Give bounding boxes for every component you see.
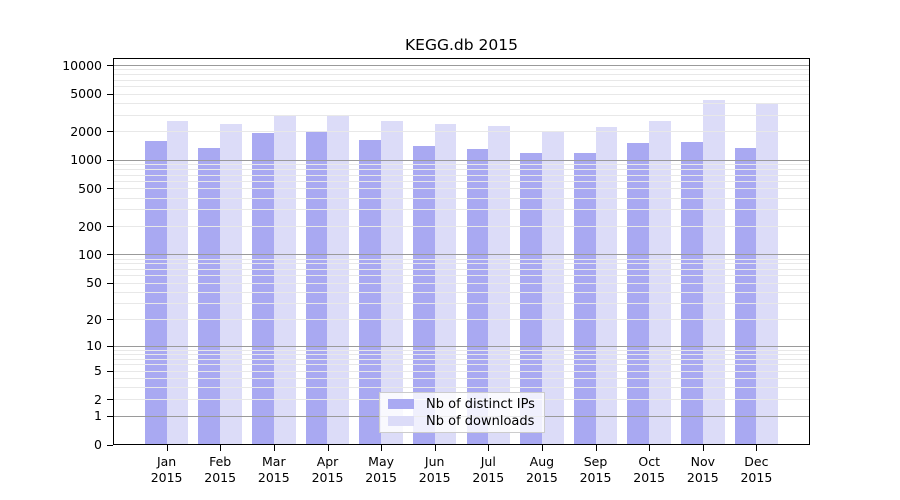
legend-label: Nb of distinct IPs: [426, 396, 535, 412]
y-axis-tick-label: 20: [86, 311, 102, 327]
bar-distinct-ips-mar: [252, 133, 274, 445]
x-tick-mar: [273, 444, 275, 451]
bar-distinct-ips-dec: [734, 148, 757, 445]
y-axis-tick-label: 1: [94, 408, 102, 424]
legend-swatch-distinct-ips: [388, 399, 414, 409]
x-tick-oct: [649, 444, 651, 451]
y-tick-500: [107, 188, 113, 190]
y-tick-1000: [107, 159, 113, 161]
bar-downloads-jan: [166, 121, 189, 445]
y-tick-2000: [107, 131, 113, 133]
bar-distinct-ips-feb: [198, 147, 221, 445]
y-axis-tick-label: 200: [78, 218, 102, 234]
x-axis-tick-label: Apr 2015: [311, 453, 344, 486]
y-axis-tick-label: 2000: [70, 123, 102, 139]
x-tick-dec: [756, 444, 758, 451]
x-axis-tick-label: Jul 2015: [472, 453, 505, 486]
legend-item: Nb of distinct IPs: [386, 396, 538, 412]
bar-distinct-ips-oct: [627, 142, 650, 445]
legend-item: Nb of downloads: [386, 413, 538, 429]
minor-gridline-6000: [113, 86, 810, 88]
x-axis-tick-label: Dec 2015: [740, 453, 773, 486]
x-tick-sep: [595, 444, 597, 451]
y-axis-tick-label: 5: [94, 363, 102, 379]
x-tick-jul: [488, 444, 490, 451]
y-axis-tick-label: 5000: [70, 86, 102, 102]
major-gridline-10000: [113, 65, 810, 66]
y-tick-0: [107, 444, 113, 446]
x-axis-tick-label: Feb 2015: [204, 453, 237, 486]
x-tick-apr: [327, 444, 329, 451]
minor-gridline-5000: [113, 93, 810, 95]
bar-downloads-mar: [273, 115, 296, 445]
bar-downloads-feb: [220, 124, 243, 445]
bar-distinct-ips-may: [359, 139, 382, 445]
x-tick-jan: [166, 444, 168, 451]
y-tick-200: [107, 226, 113, 227]
y-tick-50: [107, 282, 113, 284]
y-tick-5000: [107, 93, 113, 95]
x-tick-jun: [434, 444, 436, 451]
y-tick-2: [107, 399, 113, 401]
x-axis-tick-label: Jan 2015: [150, 453, 183, 486]
y-tick-100: [107, 254, 113, 256]
bar-distinct-ips-nov: [680, 142, 703, 445]
bar-downloads-aug: [541, 130, 564, 445]
x-axis-tick-label: Mar 2015: [257, 453, 290, 486]
x-tick-feb: [220, 444, 222, 451]
bar-distinct-ips-jun: [412, 146, 435, 445]
y-axis-tick-label: 1000: [70, 152, 102, 168]
x-axis-tick-label: Jun 2015: [418, 453, 451, 486]
y-tick-10: [107, 345, 113, 347]
bar-downloads-nov: [702, 99, 725, 445]
y-axis-tick-label: 100: [78, 246, 102, 262]
bar-distinct-ips-apr: [305, 132, 328, 445]
bar-downloads-oct: [649, 120, 671, 445]
bar-distinct-ips-jan: [144, 140, 167, 445]
bar-downloads-sep: [595, 127, 618, 445]
bar-downloads-dec: [756, 104, 779, 445]
bar-distinct-ips-sep: [573, 153, 596, 445]
minor-gridline-9000: [113, 69, 810, 71]
legend: Nb of distinct IPs Nb of downloads: [379, 392, 545, 433]
y-axis-tick-label: 10: [86, 338, 102, 354]
minor-gridline-8000: [113, 74, 810, 76]
y-tick-1: [107, 415, 113, 417]
x-tick-nov: [702, 444, 704, 451]
y-axis-tick-label: 500: [78, 180, 102, 196]
y-tick-5: [107, 370, 113, 372]
x-axis-tick-label: Oct 2015: [633, 453, 666, 486]
y-axis-tick-label: 10000: [62, 57, 102, 73]
bar-downloads-apr: [327, 115, 350, 445]
x-tick-may: [381, 444, 383, 451]
x-axis-tick-label: Sep 2015: [579, 453, 612, 486]
legend-swatch-downloads: [388, 416, 414, 426]
y-tick-10000: [107, 65, 113, 66]
minor-gridline-7000: [113, 79, 810, 81]
x-axis-tick-label: Nov 2015: [686, 453, 719, 486]
x-tick-aug: [541, 444, 543, 451]
y-axis-tick-label: 2: [94, 391, 102, 407]
legend-label: Nb of downloads: [426, 413, 535, 429]
x-axis-tick-label: Aug 2015: [525, 453, 558, 486]
y-axis-tick-label: 50: [86, 275, 102, 290]
y-tick-20: [107, 319, 113, 321]
y-axis-tick-label: 0: [94, 437, 102, 452]
chart-title: KEGG.db 2015: [405, 36, 518, 54]
x-axis-tick-label: May 2015: [365, 453, 397, 486]
